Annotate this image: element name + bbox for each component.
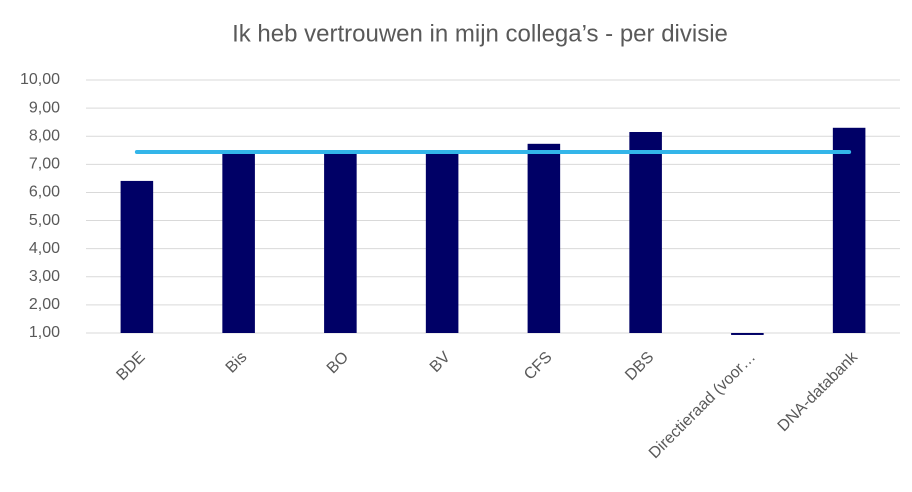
x-tick-label: Bis [223,349,251,377]
y-tick-label: 1,00 [29,324,60,341]
y-tick-label: 2,00 [29,296,60,313]
x-tick-label: Directieraad (voor… [646,349,759,462]
x-tick-label: DBS [622,349,657,384]
x-tick-label: CFS [521,349,556,384]
y-tick-label: 10,00 [20,71,60,88]
bar [425,153,459,333]
y-tick-label: 9,00 [29,99,60,116]
y-tick-label: 8,00 [29,127,60,144]
bar [324,153,357,333]
y-tick-label: 6,00 [29,184,60,201]
x-tick-label: BDE [113,349,148,384]
x-tick-label: BV [427,349,454,376]
x-tick-label: DNA-databank [775,348,862,435]
bar [527,143,561,333]
chart-title: Ik heb vertrouwen in mijn collega’s - pe… [232,20,728,47]
y-tick-label: 5,00 [29,212,60,229]
x-tick-label: BO [324,349,352,377]
bar [629,132,662,333]
y-tick-label: 4,00 [29,240,60,257]
bar [731,333,764,335]
y-tick-label: 3,00 [29,268,60,285]
y-tick-label: 7,00 [29,156,60,173]
bar [222,153,255,333]
bar [832,127,866,334]
bar [120,180,154,333]
